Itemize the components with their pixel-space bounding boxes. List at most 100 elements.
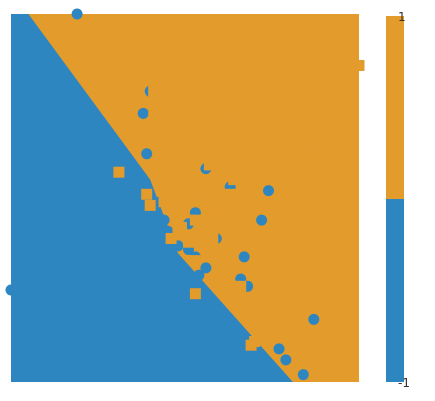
point-class-b-50 [311,144,323,156]
point-class-a-31 [47,251,59,263]
point-class-a-5 [92,155,104,167]
point-class-b-69 [228,233,240,244]
point-class-b-91 [228,291,240,303]
point-class-a-48 [134,284,146,296]
point-class-b-53 [259,199,271,211]
point-class-b-61 [141,188,153,200]
point-class-a-9 [71,196,83,208]
point-class-a-88 [280,354,292,366]
point-class-b-5 [217,60,229,71]
point-class-b-9 [228,89,240,101]
point-class-b-80 [189,255,201,267]
point-class-b-87 [283,244,295,255]
point-class-a-28 [158,251,170,263]
point-class-a-57 [134,317,146,329]
point-class-b-45 [252,148,264,160]
point-class-b-63 [158,192,170,204]
point-class-b-16 [294,85,306,97]
point-class-b-89 [325,273,337,285]
point-class-a-4 [57,152,69,163]
point-class-b-82 [176,221,187,233]
point-class-a-62 [96,310,107,322]
point-class-b-36 [214,155,226,167]
point-class-a-78 [238,251,250,263]
point-class-a-52 [106,291,118,303]
point-class-b-90 [235,280,247,292]
point-class-a-72 [92,350,104,362]
colorbar: 1 -1 [386,10,410,390]
point-class-a-68 [120,347,132,359]
point-class-b-64 [189,214,201,226]
point-class-a-89 [217,317,229,329]
point-class-a-67 [130,336,142,347]
point-class-a-17 [151,221,163,233]
point-class-b-30 [207,129,219,141]
point-class-a-11 [92,203,104,215]
point-class-a-90 [179,277,191,289]
colorbar-lower [386,199,404,382]
point-class-b-72 [273,221,285,233]
point-class-b-55 [210,199,222,211]
point-class-b-13 [179,93,191,105]
point-class-a-58 [151,317,163,329]
point-class-a-6 [113,152,125,163]
point-class-b-11 [141,96,153,108]
point-class-a-40 [169,266,181,278]
point-class-b-93 [172,229,184,241]
point-class-a-33 [64,258,76,270]
point-class-b-71 [270,233,281,244]
point-class-a-20 [57,236,69,248]
point-class-b-27 [280,144,292,156]
point-class-a-21 [68,236,80,248]
point-class-b-56 [196,188,208,200]
point-class-a-93 [200,262,212,274]
point-class-b-42 [228,174,240,186]
point-class-b-47 [283,159,295,171]
point-class-b-67 [242,214,254,226]
point-class-a-83 [263,185,274,197]
point-class-b-10 [148,85,160,97]
point-class-a-87 [297,369,309,381]
point-class-b-7 [158,71,170,83]
point-class-b-78 [200,233,212,244]
point-class-a-35 [99,258,111,270]
point-class-a-16 [158,214,170,226]
point-class-b-1 [210,23,222,35]
point-class-b-32 [186,141,198,152]
point-class-a-34 [82,255,94,267]
point-class-b-19 [231,111,243,123]
point-class-b-54 [276,199,288,211]
point-class-b-8 [196,85,208,97]
point-class-b-0 [228,37,240,49]
point-class-a-0 [71,8,83,20]
point-class-a-73 [120,361,132,373]
point-class-a-74 [64,350,76,362]
point-class-a-3 [89,133,100,145]
point-class-b-4 [116,56,128,68]
point-class-a-37 [130,255,142,267]
point-class-b-24 [270,126,281,138]
point-class-b-85 [207,233,219,244]
point-class-b-41 [179,159,191,171]
point-class-a-92 [245,369,257,381]
point-class-a-39 [151,266,163,278]
point-class-b-6 [353,60,365,71]
point-class-b-57 [183,192,194,204]
point-class-b-51 [224,188,236,200]
point-class-b-84 [172,214,184,226]
point-class-a-61 [43,321,55,333]
point-class-b-35 [221,148,233,160]
point-class-b-68 [200,225,212,237]
point-class-b-65 [214,210,226,222]
point-class-b-40 [172,155,184,167]
point-class-b-20 [238,111,250,123]
point-class-b-44 [245,155,257,167]
point-class-a-24 [102,247,114,259]
point-class-b-33 [193,133,205,145]
point-class-a-53 [113,302,125,314]
point-class-b-14 [183,118,194,130]
point-class-a-60 [12,317,24,329]
point-class-b-26 [283,126,295,138]
point-class-a-47 [120,277,132,289]
